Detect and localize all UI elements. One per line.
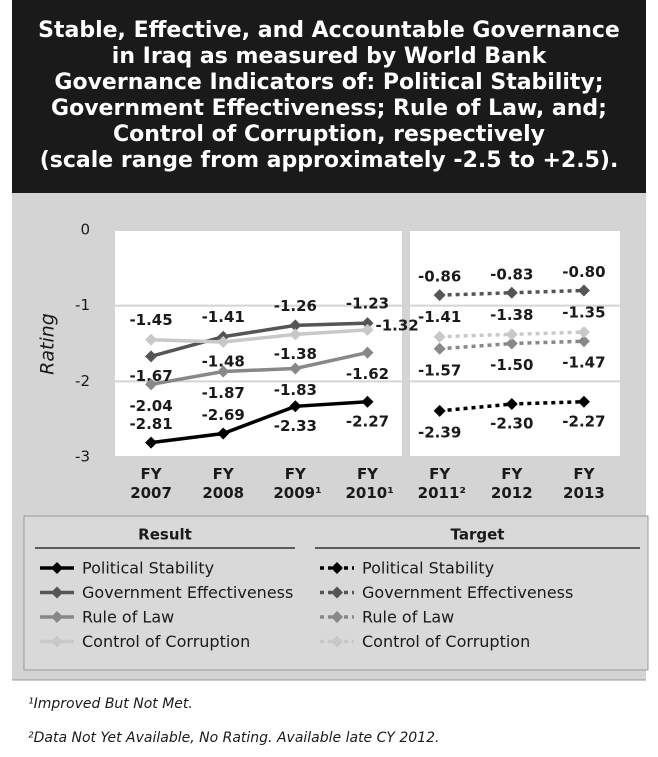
point-marker bbox=[361, 317, 374, 330]
point-marker bbox=[289, 328, 302, 341]
legend-marker bbox=[51, 635, 63, 648]
data-label: -1.48 bbox=[202, 352, 245, 370]
legend-header: Target bbox=[451, 526, 505, 544]
point-marker bbox=[577, 326, 590, 339]
point-marker bbox=[145, 378, 158, 391]
point-marker bbox=[289, 319, 302, 332]
point-marker bbox=[145, 350, 158, 363]
legend-marker bbox=[331, 586, 343, 599]
x-tick-label: FY 2013 bbox=[563, 465, 605, 502]
legend-marker bbox=[51, 611, 63, 623]
series-line bbox=[150, 321, 368, 359]
data-label: -0.83 bbox=[490, 265, 533, 283]
x-tick-label: FY 2009¹ bbox=[273, 465, 322, 502]
legend-marker bbox=[331, 635, 343, 648]
data-label: -1.50 bbox=[490, 356, 533, 374]
data-label: -1.26 bbox=[274, 297, 317, 315]
point-marker bbox=[361, 323, 374, 336]
point-marker bbox=[505, 337, 518, 350]
point-marker bbox=[217, 427, 230, 440]
footnote: ¹Improved But Not Met. bbox=[28, 696, 193, 712]
series-line bbox=[151, 328, 368, 344]
legend-label: Control of Corruption bbox=[362, 632, 530, 651]
data-label: -2.81 bbox=[129, 415, 172, 433]
point-marker bbox=[433, 330, 446, 343]
legend-label: Government Effectiveness bbox=[362, 583, 573, 602]
legend-header: Result bbox=[138, 526, 192, 544]
data-label: -2.04 bbox=[129, 397, 172, 415]
data-label: -1.87 bbox=[202, 384, 245, 402]
point-marker bbox=[577, 395, 590, 408]
data-label: -1.38 bbox=[490, 306, 533, 324]
point-marker bbox=[217, 365, 230, 378]
data-label: -1.57 bbox=[418, 361, 461, 379]
point-marker bbox=[145, 436, 158, 449]
point-marker bbox=[217, 335, 230, 348]
data-label: -2.69 bbox=[202, 406, 245, 424]
point-marker bbox=[577, 335, 590, 348]
data-label: -0.86 bbox=[418, 268, 461, 286]
point-marker bbox=[433, 342, 446, 355]
point-marker bbox=[361, 395, 374, 408]
point-marker bbox=[505, 398, 518, 411]
y-tick-label: -2 bbox=[75, 372, 90, 390]
x-tick-label: FY 2012 bbox=[490, 465, 533, 502]
data-label: -0.80 bbox=[562, 263, 605, 281]
data-label: -1.32 bbox=[376, 316, 419, 334]
divider bbox=[402, 230, 410, 458]
y-axis-label: Rating bbox=[37, 313, 59, 375]
point-marker bbox=[433, 404, 446, 417]
legend-label: Control of Corruption bbox=[82, 632, 250, 651]
y-tick-label: -3 bbox=[75, 448, 90, 466]
legend-label: Rule of Law bbox=[362, 608, 454, 627]
legend-label: Political Stability bbox=[362, 559, 494, 578]
point-marker bbox=[505, 286, 518, 299]
data-label: -1.41 bbox=[418, 308, 461, 326]
data-label: -1.38 bbox=[274, 345, 317, 363]
point-marker bbox=[433, 289, 446, 302]
x-tick-label: FY 2008 bbox=[202, 465, 245, 502]
series-line bbox=[150, 400, 368, 445]
point-marker bbox=[289, 362, 302, 375]
y-tick-label: -1 bbox=[75, 296, 90, 314]
series-line bbox=[150, 350, 368, 387]
point-marker bbox=[577, 284, 590, 297]
legend-label: Political Stability bbox=[82, 559, 214, 578]
data-label: -1.47 bbox=[562, 354, 605, 372]
point-marker bbox=[361, 346, 374, 359]
legend-marker bbox=[51, 562, 63, 574]
data-label: -1.35 bbox=[562, 304, 605, 322]
x-tick-label: FY 2007 bbox=[130, 465, 172, 502]
x-tick-label: FY 2010¹ bbox=[345, 465, 394, 502]
data-label: -1.45 bbox=[129, 311, 172, 329]
data-label: -1.83 bbox=[274, 381, 317, 399]
chart-title: Stable, Effective, and Accountable Gover… bbox=[12, 0, 646, 193]
point-marker bbox=[505, 328, 518, 341]
data-label: -1.67 bbox=[129, 367, 172, 385]
legend-marker bbox=[331, 611, 343, 623]
footnote: ²Data Not Yet Available, No Rating. Avai… bbox=[28, 730, 440, 746]
data-label: -1.23 bbox=[346, 295, 389, 313]
data-label: -2.27 bbox=[562, 412, 605, 430]
legend-marker bbox=[51, 586, 63, 599]
point-marker bbox=[145, 333, 158, 346]
x-tick-label: FY 2011² bbox=[417, 465, 466, 502]
data-label: -2.39 bbox=[418, 423, 461, 441]
data-label: -1.62 bbox=[346, 365, 389, 383]
y-tick-label: 0 bbox=[80, 221, 90, 239]
point-marker bbox=[289, 400, 302, 413]
legend-marker bbox=[331, 562, 343, 574]
data-label: -2.27 bbox=[346, 412, 389, 430]
legend-label: Rule of Law bbox=[82, 608, 174, 627]
legend-label: Government Effectiveness bbox=[82, 583, 293, 602]
data-label: -1.41 bbox=[202, 308, 245, 326]
data-label: -2.30 bbox=[490, 415, 533, 433]
data-label: -2.33 bbox=[274, 417, 317, 435]
